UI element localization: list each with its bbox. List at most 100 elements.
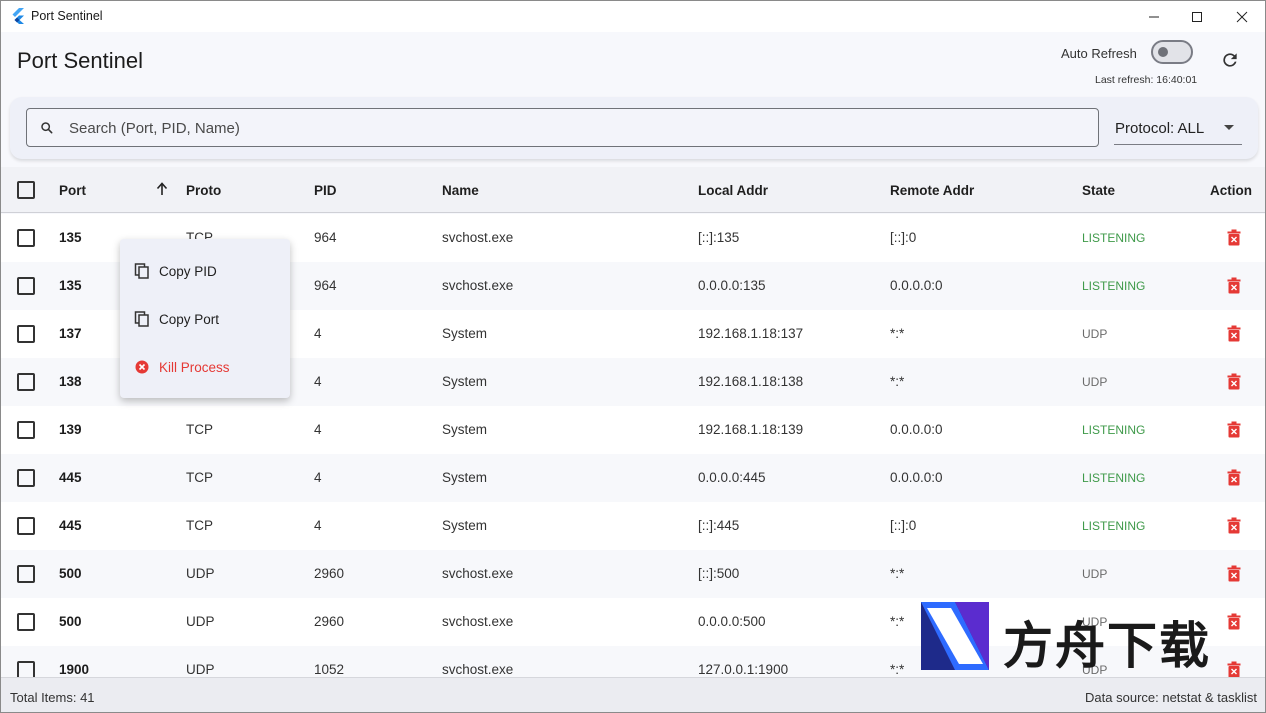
cell-proto: TCP <box>186 470 213 485</box>
row-checkbox[interactable] <box>17 613 35 631</box>
row-checkbox[interactable] <box>17 373 35 391</box>
table-row[interactable]: 500 UDP 2960 svchost.exe [::]:500 *:* UDP <box>1 550 1265 598</box>
cell-local-addr: 0.0.0.0:500 <box>698 614 766 629</box>
cell-port: 137 <box>59 326 82 341</box>
total-items-text: Total Items: 41 <box>10 690 95 705</box>
column-header-pid[interactable]: PID <box>314 183 337 198</box>
table-row[interactable]: 500 UDP 2960 svchost.exe 0.0.0.0:500 *:* UDP <box>1 598 1265 646</box>
cell-local-addr: [::]:500 <box>698 566 740 581</box>
table-row[interactable]: 139 TCP 4 System 192.168.1.18:139 0.0.0.0:0 LI… <box>1 406 1265 454</box>
cell-pid: 2960 <box>314 614 345 629</box>
auto-refresh-toggle[interactable] <box>1151 40 1193 64</box>
status-bar: Total Items: 41 Data source: netstat & t… <box>1 677 1265 712</box>
search-field[interactable] <box>26 108 1099 147</box>
delete-icon[interactable] <box>1227 613 1241 630</box>
refresh-icon <box>1223 53 1237 67</box>
protocol-dropdown-label: Protocol: ALL <box>1115 120 1205 137</box>
column-header-proto[interactable]: Proto <box>186 183 222 198</box>
cell-local-addr: 127.0.0.1:1900 <box>698 662 789 677</box>
delete-icon[interactable] <box>1227 421 1241 438</box>
search-icon <box>41 122 53 134</box>
menu-item-copy-pid[interactable]: Copy PID <box>120 247 290 295</box>
row-checkbox[interactable] <box>17 277 35 295</box>
table-header: Port Proto PID Name Local Addr Remote Ad… <box>1 167 1265 213</box>
app-header: Port Sentinel Auto Refresh Last refresh:… <box>1 32 1265 94</box>
cell-proto: TCP <box>186 518 213 533</box>
cell-proto: TCP <box>186 422 213 437</box>
search-input[interactable] <box>69 117 1069 139</box>
data-source-text: Data source: netstat & tasklist <box>1085 690 1257 705</box>
cell-state: LISTENING <box>1082 519 1146 533</box>
menu-item-copy-port[interactable]: Copy Port <box>120 295 290 343</box>
cell-remote-addr: 0.0.0.0:0 <box>890 422 943 437</box>
table-row[interactable]: 445 TCP 4 System [::]:445 [::]:0 LISTENING <box>1 502 1265 550</box>
cell-remote-addr: [::]:0 <box>890 230 917 245</box>
cell-local-addr: [::]:445 <box>698 518 740 533</box>
delete-icon[interactable] <box>1227 229 1241 246</box>
delete-icon[interactable] <box>1227 469 1241 486</box>
filter-card: Protocol: ALL <box>10 97 1258 159</box>
refresh-button[interactable] <box>1218 48 1242 72</box>
cell-remote-addr: 0.0.0.0:0 <box>890 470 943 485</box>
cell-proto: UDP <box>186 662 215 677</box>
delete-icon[interactable] <box>1227 661 1241 677</box>
cell-name: svchost.exe <box>442 662 514 677</box>
row-checkbox[interactable] <box>17 421 35 439</box>
cell-local-addr: 192.168.1.18:138 <box>698 374 804 389</box>
cell-name: System <box>442 470 488 485</box>
last-refresh-text: Last refresh: 16:40:01 <box>1095 74 1198 86</box>
cell-proto: UDP <box>186 614 215 629</box>
column-header-local-addr[interactable]: Local Addr <box>698 183 769 198</box>
cell-port: 138 <box>59 374 82 389</box>
cell-pid: 4 <box>314 422 322 437</box>
select-all-checkbox[interactable] <box>17 181 35 199</box>
cell-state: UDP <box>1082 375 1108 389</box>
cell-port: 135 <box>59 278 82 293</box>
row-checkbox[interactable] <box>17 661 35 677</box>
flutter-logo-icon <box>12 8 24 24</box>
cell-local-addr: 192.168.1.18:139 <box>698 422 804 437</box>
minimize-button[interactable] <box>1131 1 1177 32</box>
title-bar: Port Sentinel <box>1 1 1265 32</box>
window-title: Port Sentinel <box>31 9 103 23</box>
column-header-port[interactable]: Port <box>59 183 86 198</box>
delete-icon[interactable] <box>1227 565 1241 582</box>
delete-icon[interactable] <box>1227 277 1241 294</box>
column-header-remote-addr[interactable]: Remote Addr <box>890 183 975 198</box>
cell-pid: 4 <box>314 326 322 341</box>
table-row[interactable]: 1900 UDP 1052 svchost.exe 127.0.0.1:1900 *:* U… <box>1 646 1265 677</box>
sort-ascending-icon[interactable] <box>155 181 169 197</box>
column-header-name[interactable]: Name <box>442 183 479 198</box>
page-title: Port Sentinel <box>17 48 143 73</box>
copy-icon <box>134 263 149 279</box>
column-header-state[interactable]: State <box>1082 183 1116 198</box>
delete-icon[interactable] <box>1227 373 1241 390</box>
row-checkbox[interactable] <box>17 325 35 343</box>
row-checkbox[interactable] <box>17 565 35 583</box>
delete-icon[interactable] <box>1227 517 1241 534</box>
cell-remote-addr: *:* <box>890 326 905 341</box>
cell-remote-addr: *:* <box>890 566 905 581</box>
cell-remote-addr: *:* <box>890 662 905 677</box>
row-checkbox[interactable] <box>17 229 35 247</box>
maximize-button[interactable] <box>1174 1 1220 32</box>
cell-state: UDP <box>1082 327 1108 341</box>
cell-port: 139 <box>59 422 82 437</box>
cell-port: 500 <box>59 566 82 581</box>
close-button[interactable] <box>1219 1 1265 32</box>
cell-proto: UDP <box>186 566 215 581</box>
cell-port: 500 <box>59 614 82 629</box>
cell-pid: 4 <box>314 518 322 533</box>
menu-item-kill-process[interactable]: Kill Process <box>120 343 290 391</box>
protocol-dropdown[interactable]: Protocol: ALL <box>1114 112 1242 145</box>
cell-name: System <box>442 518 488 533</box>
row-checkbox[interactable] <box>17 517 35 535</box>
cell-remote-addr: 0.0.0.0:0 <box>890 278 943 293</box>
cell-name: svchost.exe <box>442 614 514 629</box>
delete-icon[interactable] <box>1227 325 1241 342</box>
cell-name: svchost.exe <box>442 230 514 245</box>
row-checkbox[interactable] <box>17 469 35 487</box>
table-row[interactable]: 445 TCP 4 System 0.0.0.0:445 0.0.0.0:0 LISTENI… <box>1 454 1265 502</box>
cell-state: LISTENING <box>1082 231 1146 245</box>
